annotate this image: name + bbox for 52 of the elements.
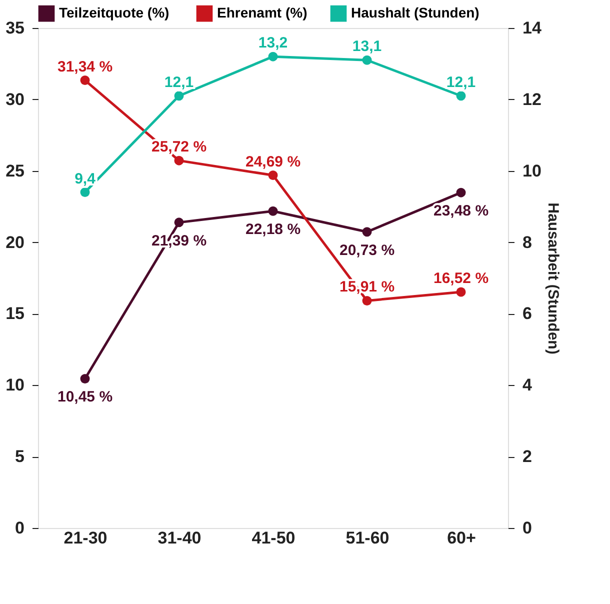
- data-label: 16,52 %: [433, 270, 489, 287]
- y-tick-label: 30: [6, 90, 24, 109]
- data-label: 24,69 %: [245, 153, 301, 170]
- y-tick-label: 10: [6, 376, 24, 395]
- y-tick-label: 35: [6, 18, 24, 38]
- point: [80, 374, 90, 384]
- point: [268, 52, 278, 62]
- point: [456, 287, 466, 297]
- point: [362, 296, 372, 306]
- x-tick-label: 41-50: [252, 528, 296, 548]
- point: [362, 55, 372, 65]
- y2-tick-label: 12: [522, 90, 542, 109]
- y-tick-label: 25: [6, 161, 24, 180]
- point: [174, 156, 184, 166]
- data-label: 23,48 %: [433, 202, 489, 220]
- point: [268, 206, 278, 216]
- point: [456, 188, 466, 198]
- legend-label: Haushalt (Stunden): [351, 4, 480, 21]
- data-label: 13,2: [258, 34, 288, 52]
- y2-tick-label: 6: [522, 304, 532, 324]
- data-label: 9,4: [74, 170, 96, 188]
- y-tick-label: 5: [15, 447, 24, 466]
- y2-axis-title: Hausarbeit (Stunden): [544, 202, 562, 354]
- x-tick-label: 60+: [447, 528, 476, 548]
- x-tick-label: 51-60: [346, 528, 390, 548]
- point: [80, 76, 90, 86]
- y2-tick-label: 14: [522, 18, 542, 38]
- y2-tick-label: 0: [522, 518, 532, 538]
- data-label: 12,1: [164, 74, 194, 91]
- data-label: 20,73 %: [339, 242, 395, 259]
- point: [174, 91, 184, 101]
- legend-label: Ehrenamt (%): [217, 4, 308, 21]
- point: [362, 227, 372, 237]
- data-label: 22,18 %: [245, 221, 301, 238]
- y2-tick-label: 8: [522, 232, 532, 252]
- point: [456, 91, 466, 101]
- data-label: 12,1: [446, 74, 476, 91]
- point: [80, 188, 90, 198]
- data-label: 31,34 %: [57, 58, 113, 76]
- x-tick-label: 31-40: [158, 528, 202, 548]
- y2-tick-label: 10: [522, 161, 542, 180]
- data-label: 13,1: [352, 38, 382, 56]
- y2-tick-label: 2: [522, 447, 532, 466]
- point: [174, 218, 184, 228]
- point: [268, 170, 278, 180]
- y-tick-label: 0: [15, 518, 24, 538]
- y-tick-label: 20: [6, 232, 24, 252]
- y-tick-label: 15: [6, 304, 24, 324]
- y2-tick-label: 4: [522, 376, 532, 395]
- legend-label: Teilzeitquote (%): [59, 4, 170, 21]
- data-label: 10,45 %: [57, 388, 113, 406]
- x-tick-label: 21-30: [64, 528, 108, 548]
